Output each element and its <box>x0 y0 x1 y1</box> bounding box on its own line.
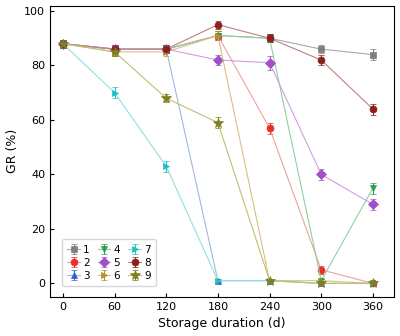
Y-axis label: GR (%): GR (%) <box>6 129 18 173</box>
Legend: 1, 2, 3, 4, 5, 6, 7, 8, 9: 1, 2, 3, 4, 5, 6, 7, 8, 9 <box>62 239 156 286</box>
X-axis label: Storage duration (d): Storage duration (d) <box>158 318 286 330</box>
